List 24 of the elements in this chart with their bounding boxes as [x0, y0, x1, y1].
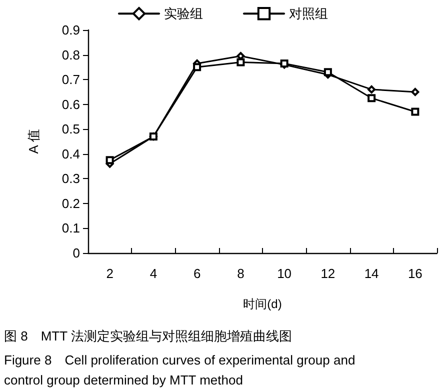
y-tick-label: 0.3: [62, 171, 80, 186]
x-tick-label: 4: [150, 266, 158, 281]
y-tick-label: 0.5: [62, 122, 80, 137]
y-tick-label: 0.8: [62, 47, 80, 62]
y-tick-label: 0.9: [62, 22, 80, 38]
y-tick-label: 0.2: [62, 196, 80, 211]
legend-label: 实验组: [164, 6, 203, 22]
y-tick-label: 0.1: [62, 220, 80, 236]
x-tick-label: 16: [408, 266, 422, 281]
x-tick-label: 10: [277, 266, 292, 281]
x-axis-title: 时间(d): [243, 297, 282, 311]
caption: Figure 8 Cell proliferation curves of experimental group and control group determined by MTT method: [4, 352, 356, 388]
x-tick-label: 8: [237, 266, 244, 281]
x-tick-label: 2: [106, 266, 114, 281]
x-tick-label: 6: [193, 266, 201, 281]
y-tick-label: 0.7: [62, 72, 80, 88]
x-tick-label: 12: [320, 266, 336, 281]
y-tick-label: 0.6: [62, 96, 80, 112]
legend-label: 对照组: [289, 6, 328, 22]
y-tick-label: 0: [72, 246, 80, 260]
caption: 图 8 MTT 法测定实验组与对照组细胞增殖曲线图: [4, 328, 292, 344]
y-tick-label: 0.4: [62, 146, 80, 162]
y-axis-title: A 值: [26, 129, 41, 154]
x-tick-label: 14: [364, 266, 379, 281]
